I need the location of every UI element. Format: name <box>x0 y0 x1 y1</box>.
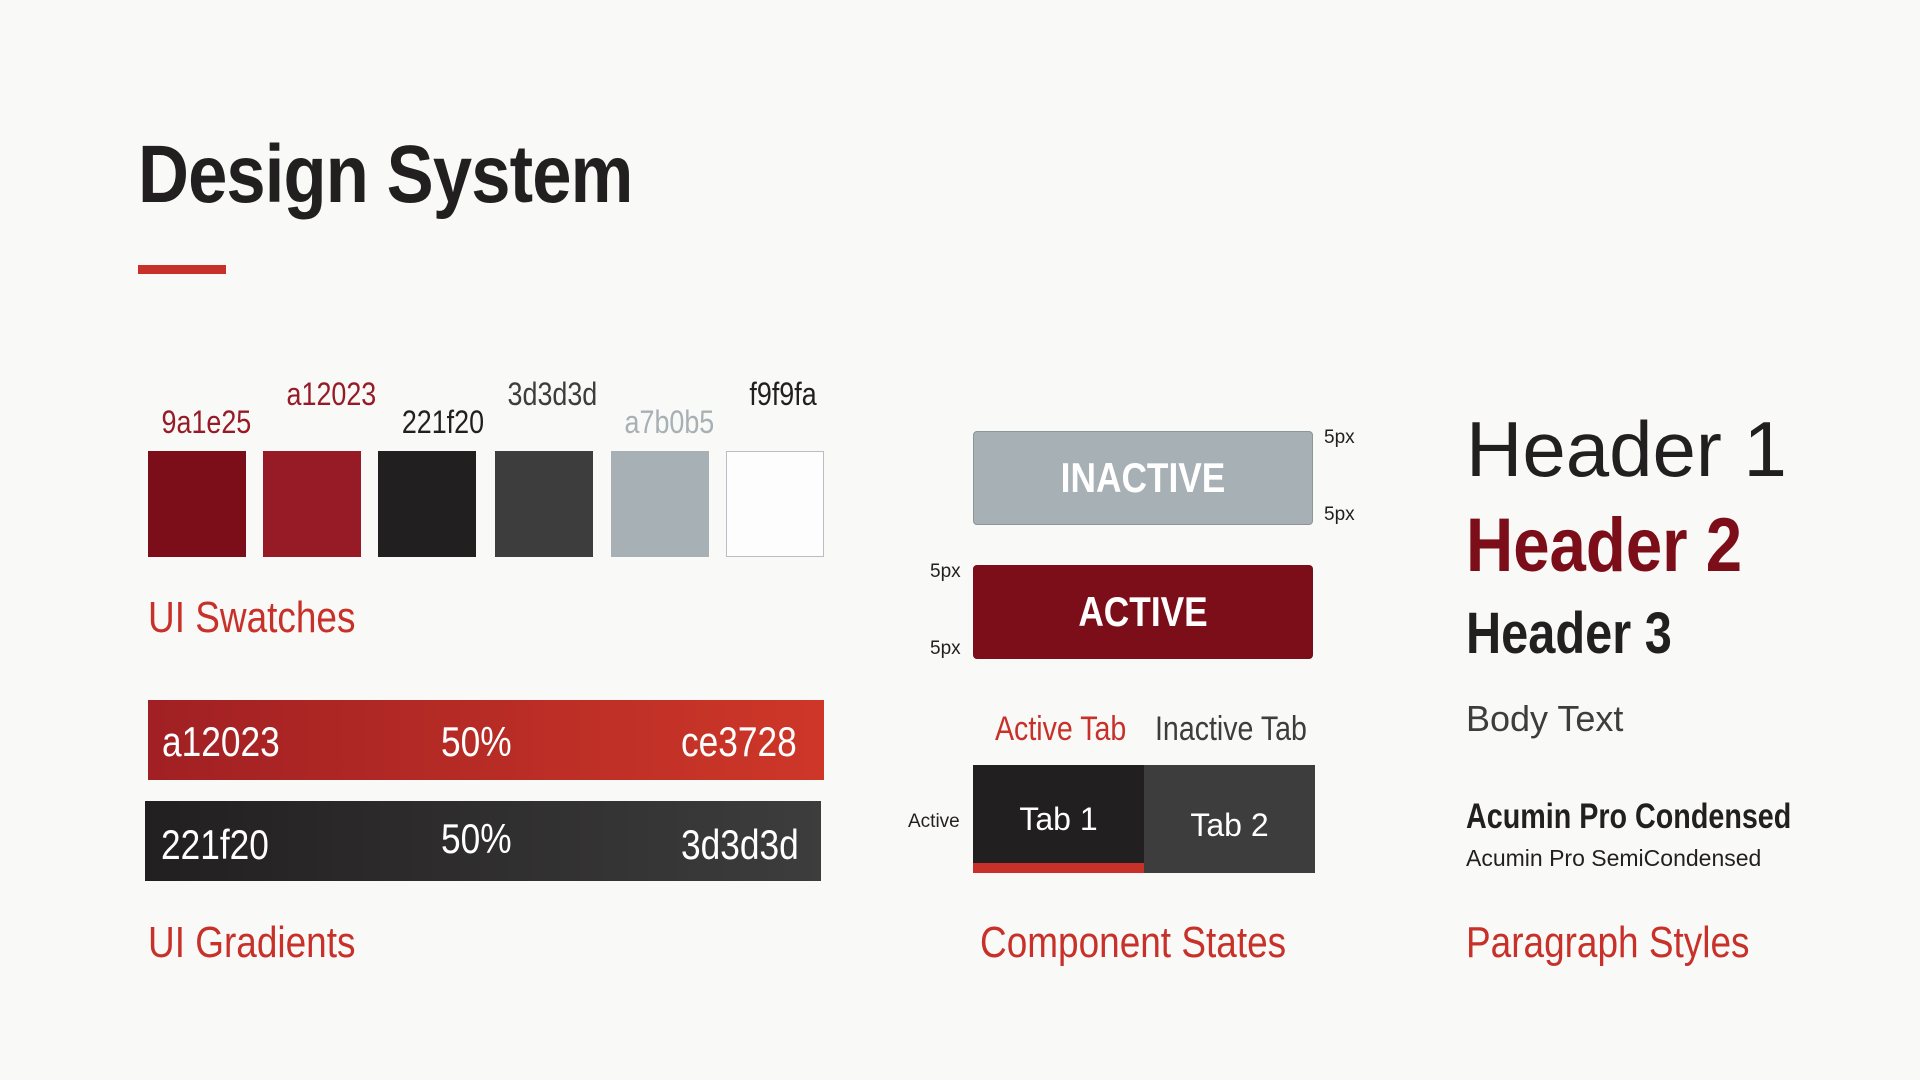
tab-1[interactable]: Tab 1 <box>973 765 1144 873</box>
color-swatch <box>148 451 246 557</box>
swatch-hex-label: f9f9fa <box>749 376 817 412</box>
tab-2[interactable]: Tab 2 <box>1144 765 1315 873</box>
spacing-note: 5px <box>930 638 961 659</box>
inactive-button-label: INACTIVE <box>1060 454 1226 501</box>
header-2-sample: Header 2 <box>1466 503 1743 588</box>
paragraph-styles-label: Paragraph Styles <box>1466 918 1750 967</box>
color-swatch <box>263 451 361 557</box>
gradient-mid-label: 50% <box>441 718 512 765</box>
active-button[interactable]: ACTIVE <box>973 565 1313 659</box>
inactive-button[interactable]: INACTIVE <box>973 431 1313 525</box>
active-button-label: ACTIVE <box>1078 588 1208 635</box>
gradient-bar-dark: 221f20 50% 3d3d3d <box>145 801 821 881</box>
inactive-tab-caption: Inactive Tab <box>1155 710 1307 748</box>
font-primary-sample: Acumin Pro Condensed <box>1466 797 1792 836</box>
title-underline <box>138 265 226 274</box>
page-title: Design System <box>138 129 633 220</box>
spacing-note: 5px <box>930 561 961 582</box>
spacing-note: 5px <box>1324 504 1355 525</box>
swatch-hex-label: a7b0b5 <box>624 404 715 440</box>
components-label: Component States <box>980 918 1287 967</box>
active-tab-caption: Active Tab <box>995 710 1127 748</box>
swatch-hex-label: 9a1e25 <box>161 404 252 440</box>
color-swatch <box>495 451 593 557</box>
color-swatch <box>726 451 824 557</box>
color-swatch <box>378 451 476 557</box>
gradient-end-label: 3d3d3d <box>681 821 799 868</box>
tab-1-label: Tab 1 <box>1019 801 1098 837</box>
font-secondary-sample: Acumin Pro SemiCondensed <box>1466 845 1762 871</box>
gradients-label: UI Gradients <box>148 918 356 967</box>
swatch-hex-label: a12023 <box>286 376 377 412</box>
body-text-sample: Body Text <box>1466 698 1624 739</box>
swatch-hex-label: 3d3d3d <box>507 376 598 412</box>
gradient-mid-label: 50% <box>441 815 512 862</box>
color-swatch <box>611 451 709 557</box>
tab-2-label: Tab 2 <box>1190 807 1269 843</box>
header-1-sample: Header 1 <box>1466 405 1787 493</box>
swatch-hex-label: 221f20 <box>401 404 485 440</box>
gradient-bar-red: a12023 50% ce3728 <box>148 700 824 780</box>
header-3-sample: Header 3 <box>1466 601 1672 666</box>
active-note: Active <box>908 811 960 832</box>
spacing-note: 5px <box>1324 427 1355 448</box>
swatches-label: UI Swatches <box>148 593 356 642</box>
gradient-start-label: 221f20 <box>161 821 269 868</box>
gradient-end-label: ce3728 <box>681 718 797 765</box>
gradient-start-label: a12023 <box>162 718 280 765</box>
